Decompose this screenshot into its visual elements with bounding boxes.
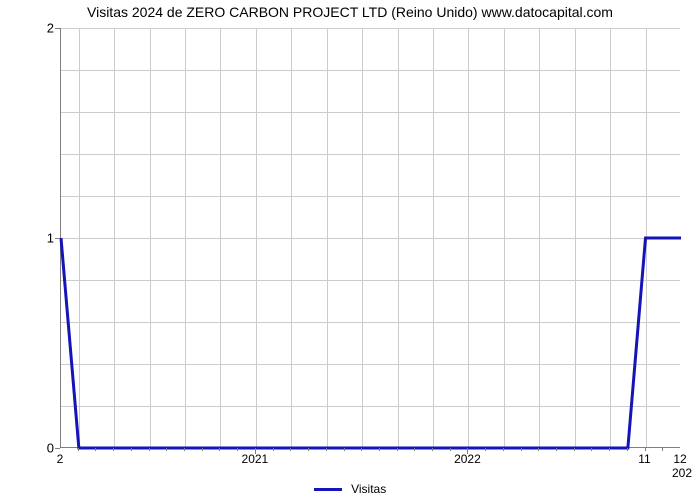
x-tick-mark-minor <box>308 448 309 451</box>
x-edge-label: 11 <box>638 452 650 466</box>
x-tick-mark <box>467 448 468 454</box>
x-tick-mark-minor <box>432 448 433 451</box>
x-tick-mark-minor <box>662 448 663 451</box>
x-tick-mark-minor <box>78 448 79 451</box>
x-tick-mark-minor <box>397 448 398 451</box>
plot-area <box>60 28 680 448</box>
x-year-label: 2021 <box>242 452 269 466</box>
x-tick-mark-minor <box>237 448 238 451</box>
x-tick-mark-minor <box>485 448 486 451</box>
legend-swatch <box>314 488 342 491</box>
y-tick-mark <box>55 448 60 449</box>
x-tick-mark-minor <box>645 448 646 451</box>
chart-container: Visitas 2024 de ZERO CARBON PROJECT LTD … <box>0 0 700 500</box>
x-tick-mark-minor <box>574 448 575 451</box>
x-tick-mark-minor <box>113 448 114 451</box>
x-tick-mark-minor <box>379 448 380 451</box>
x-secondary-label: 202 <box>672 466 692 480</box>
x-tick-mark-minor <box>609 448 610 451</box>
x-tick-mark-minor <box>219 448 220 451</box>
line-layer <box>61 28 680 447</box>
y-tick-mark <box>55 28 60 29</box>
x-year-label: 2022 <box>454 452 481 466</box>
x-tick-mark-minor <box>166 448 167 451</box>
x-tick-mark-minor <box>538 448 539 451</box>
x-tick-mark-minor <box>556 448 557 451</box>
x-tick-mark-minor <box>131 448 132 451</box>
x-tick-mark-minor <box>591 448 592 451</box>
y-tick-label: 2 <box>34 21 54 36</box>
x-tick-mark-minor <box>326 448 327 451</box>
x-tick-mark-minor <box>273 448 274 451</box>
x-tick-mark-minor <box>184 448 185 451</box>
y-tick-label: 1 <box>34 231 54 246</box>
x-tick-mark-minor <box>521 448 522 451</box>
x-tick-mark-minor <box>450 448 451 451</box>
x-tick-mark-minor <box>503 448 504 451</box>
legend-label: Visitas <box>351 482 386 496</box>
x-tick-mark-minor <box>149 448 150 451</box>
x-tick-mark <box>255 448 256 454</box>
x-tick-mark-minor <box>361 448 362 451</box>
x-edge-label: 2 <box>57 452 64 466</box>
x-tick-mark-minor <box>202 448 203 451</box>
x-tick-mark-minor <box>414 448 415 451</box>
x-tick-mark-minor <box>95 448 96 451</box>
legend: Visitas <box>0 481 700 496</box>
y-tick-label: 0 <box>34 441 54 456</box>
series-line <box>61 238 681 448</box>
chart-title: Visitas 2024 de ZERO CARBON PROJECT LTD … <box>0 4 700 20</box>
x-tick-mark-minor <box>627 448 628 451</box>
y-tick-mark <box>55 238 60 239</box>
x-tick-mark-minor <box>290 448 291 451</box>
x-tick-mark-minor <box>344 448 345 451</box>
x-edge-label: 12 <box>673 452 686 466</box>
